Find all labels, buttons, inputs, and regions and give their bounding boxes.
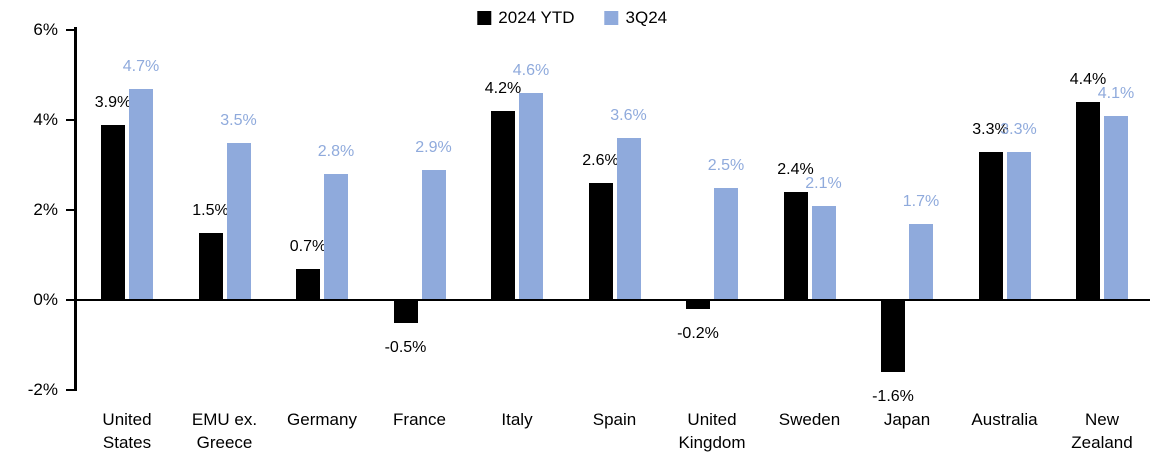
y-axis-tick (66, 298, 74, 302)
bar-2024-ytd-france (393, 300, 418, 323)
x-axis-label-sweden: Sweden (778, 410, 841, 429)
value-label-2024-ytd-sweden: 2.4% (777, 161, 814, 178)
y-axis-tick-label: 0% (33, 290, 58, 309)
x-axis-label-australia: Australia (971, 410, 1038, 429)
x-axis-label-germany: Germany (287, 410, 357, 429)
x-axis-label-new-zealand: New Zealand (1071, 410, 1133, 452)
y-axis-tick (66, 118, 74, 122)
bar-2024-ytd-germany (296, 268, 320, 300)
bar-3q24-united-states (129, 88, 153, 300)
bar-3q24-emu-ex-greece (226, 142, 251, 300)
y-axis-tick-label: 2% (33, 200, 58, 219)
bar-3q24-italy (519, 93, 543, 300)
bar-3q24-united-kingdom (714, 187, 738, 300)
bar-2024-ytd-united-states (101, 124, 125, 300)
value-label-2024-ytd-italy: 4.2% (484, 80, 522, 97)
bar-3q24-germany (324, 174, 348, 300)
x-axis-label-united-kingdom: United Kingdom (678, 410, 746, 452)
y-axis-tick (66, 208, 74, 212)
value-label-2024-ytd-united-kingdom: -0.2% (677, 325, 719, 342)
legend-label: 2024 YTD (498, 8, 575, 27)
value-label-3q24-france: 2.9% (415, 138, 452, 156)
value-label-2024-ytd-new-zealand: 4.4% (1069, 71, 1107, 88)
x-axis-label-japan: Japan (883, 410, 931, 429)
bar-3q24-france (421, 169, 446, 300)
legend: 2024 YTD 3Q24 (477, 8, 667, 28)
legend-item-3q24: 3Q24 (604, 8, 668, 28)
y-axis-tick-label: -2% (27, 380, 58, 399)
y-axis-tick-label: 4% (33, 110, 58, 129)
value-label-3q24-united-states: 4.7% (122, 57, 160, 75)
bar-2024-ytd-new-zealand (1076, 102, 1100, 300)
value-label-3q24-united-kingdom: 2.5% (707, 156, 745, 174)
legend-label: 3Q24 (625, 8, 668, 27)
legend-swatch-2024-ytd-icon (477, 11, 492, 25)
x-axis-label-emu-ex-greece: EMU ex. Greece (191, 410, 258, 452)
value-label-2024-ytd-japan: -1.6% (872, 388, 914, 405)
x-axis-label-france: France (393, 410, 446, 429)
bar-2024-ytd-italy (491, 111, 515, 300)
value-label-2024-ytd-emu-ex-greece: 1.5% (192, 201, 229, 219)
bar-3q24-new-zealand (1104, 115, 1128, 300)
bar-2024-ytd-sweden (783, 192, 808, 300)
value-label-2024-ytd-spain: 2.6% (582, 152, 619, 169)
x-axis-label-united-states: United States (102, 410, 152, 452)
y-axis-tick (66, 388, 74, 392)
value-label-2024-ytd-australia: 3.3% (972, 120, 1009, 138)
value-label-3q24-japan: 1.7% (902, 192, 940, 210)
bar-2024-ytd-united-kingdom (686, 300, 710, 309)
value-label-2024-ytd-france: -0.5% (384, 338, 427, 356)
legend-item-2024-ytd: 2024 YTD (477, 8, 575, 28)
bar-3q24-australia (1006, 151, 1031, 300)
bar-3q24-sweden (811, 205, 836, 300)
value-label-3q24-sweden: 2.1% (805, 174, 842, 192)
x-axis-line (74, 298, 1150, 302)
bar-2024-ytd-emu-ex-greece (198, 232, 223, 300)
value-label-3q24-emu-ex-greece: 3.5% (220, 111, 257, 129)
y-axis-line (74, 27, 77, 391)
x-axis-label-italy: Italy (501, 410, 533, 429)
x-axis-label-spain: Spain (592, 410, 637, 429)
legend-swatch-3q24-icon (604, 11, 619, 25)
bar-3q24-spain (616, 138, 641, 300)
bar-2024-ytd-spain (588, 183, 613, 300)
value-label-3q24-new-zealand: 4.1% (1097, 84, 1135, 102)
y-axis-tick-label: 6% (33, 20, 58, 39)
bar-2024-ytd-australia (978, 151, 1003, 300)
value-label-3q24-australia: 3.3% (1000, 120, 1037, 138)
value-label-2024-ytd-germany: 0.7% (289, 237, 327, 255)
value-label-3q24-spain: 3.6% (610, 107, 647, 124)
value-label-2024-ytd-united-states: 3.9% (94, 93, 132, 111)
bar-3q24-japan (909, 223, 933, 300)
y-axis-tick (66, 28, 74, 32)
value-label-3q24-italy: 4.6% (512, 62, 550, 79)
bar-2024-ytd-japan (881, 300, 905, 372)
value-label-3q24-germany: 2.8% (317, 143, 355, 160)
